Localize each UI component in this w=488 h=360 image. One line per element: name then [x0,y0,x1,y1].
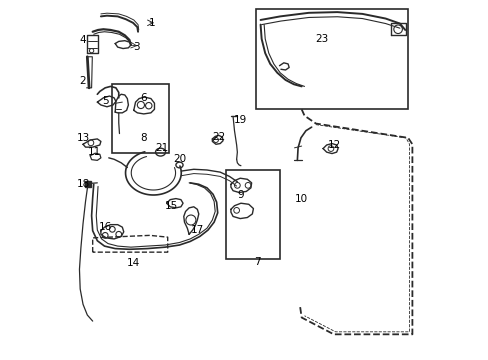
Text: 16: 16 [99,222,112,232]
Text: 20: 20 [173,154,185,164]
Text: 23: 23 [315,34,328,44]
Text: 19: 19 [233,115,246,125]
Text: 7: 7 [254,257,260,267]
Text: 12: 12 [327,140,341,150]
Text: 3: 3 [133,42,140,52]
Bar [225,170,279,259]
Bar [255,9,407,109]
Text: 8: 8 [140,133,147,143]
Text: 14: 14 [127,258,140,268]
Text: 17: 17 [190,225,203,235]
Text: 2: 2 [80,76,86,86]
Text: 15: 15 [164,201,178,211]
Text: 13: 13 [76,133,89,143]
Text: 6: 6 [140,93,147,103]
Text: 11: 11 [88,147,101,157]
Text: 1: 1 [149,18,155,28]
Text: 21: 21 [155,143,168,153]
Text: 10: 10 [294,194,307,203]
Text: 9: 9 [236,190,243,200]
Text: 5: 5 [102,96,109,107]
Text: 4: 4 [80,35,86,45]
Text: 22: 22 [212,132,225,142]
Bar [111,84,168,153]
Text: 18: 18 [76,179,89,189]
